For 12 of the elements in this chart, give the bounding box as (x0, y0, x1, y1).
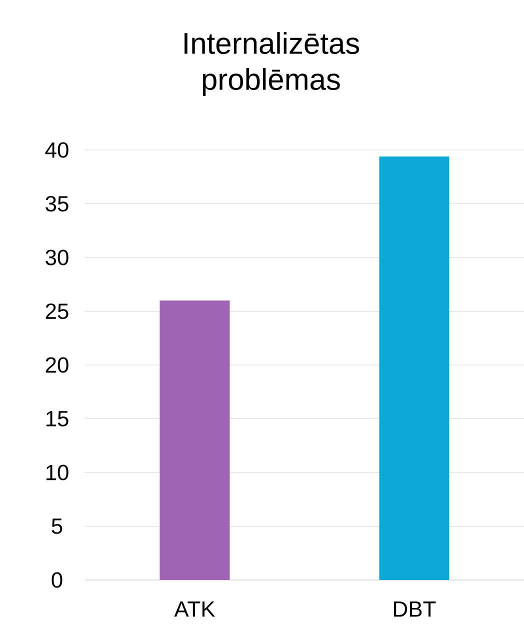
x-tick-label: DBT (394, 602, 436, 617)
y-tick-label: 0 (52, 572, 62, 588)
y-tick-label: 35 (46, 196, 68, 212)
y-tick-label: 5 (52, 518, 62, 534)
y-tick-label: 20 (46, 357, 68, 373)
y-tick-label: 40 (45, 142, 68, 158)
y-tick-label: 10 (46, 464, 68, 480)
x-tick-label: ATK (174, 602, 215, 617)
y-tick-label: 30 (46, 250, 68, 266)
y-tick-label: 25 (46, 303, 68, 320)
y-tick-label: 15 (46, 411, 68, 426)
chart-title: Internalizētas problēmas (184, 32, 360, 96)
